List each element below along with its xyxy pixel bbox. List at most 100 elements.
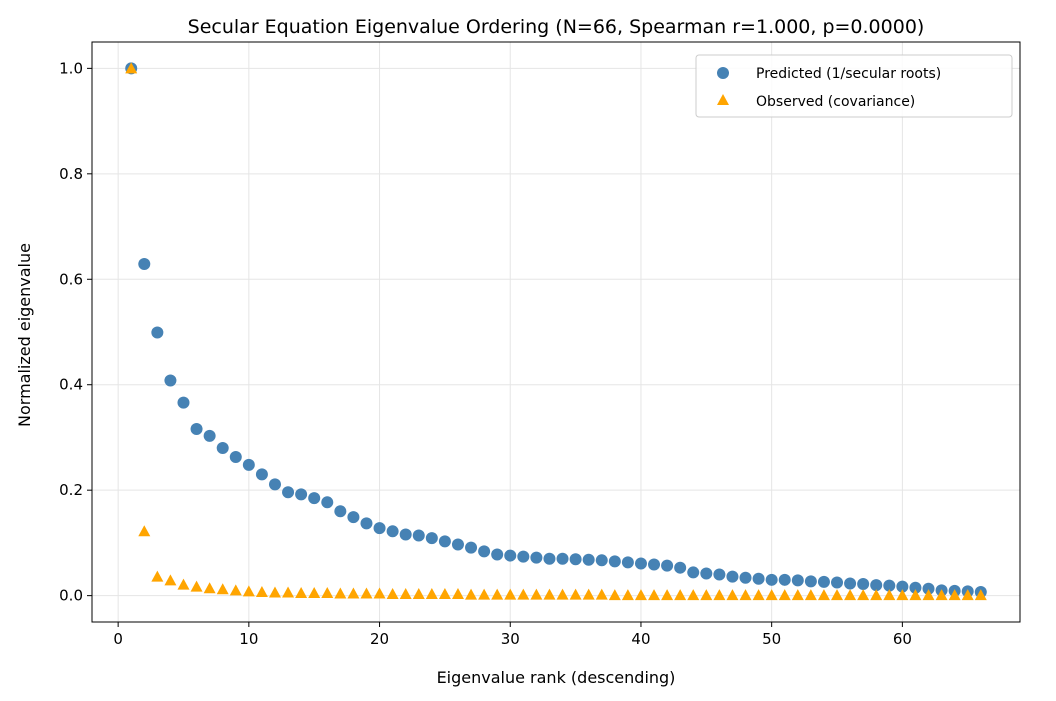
x-tick-label: 0 <box>113 630 123 648</box>
observed-point <box>530 588 543 600</box>
predicted-point <box>451 538 464 551</box>
predicted-point <box>373 522 386 535</box>
predicted-point <box>844 577 857 590</box>
observed-point <box>648 589 661 601</box>
predicted-point <box>804 575 817 588</box>
observed-point <box>765 589 778 601</box>
observed-point <box>268 586 281 598</box>
predicted-point <box>817 575 830 588</box>
predicted-point <box>151 326 164 339</box>
predicted-point <box>268 478 281 491</box>
observed-point <box>295 587 308 598</box>
observed-point <box>543 588 556 600</box>
predicted-point <box>399 528 412 541</box>
predicted-point <box>831 576 844 589</box>
predicted-point <box>739 571 752 584</box>
predicted-point <box>465 541 478 554</box>
predicted-point <box>726 570 739 583</box>
predicted-point <box>543 552 556 565</box>
y-tick-label: 0.8 <box>59 165 83 183</box>
predicted-point <box>582 553 595 566</box>
observed-point <box>347 587 360 599</box>
y-tick-label: 1.0 <box>59 59 83 77</box>
predicted-point <box>621 556 634 569</box>
observed-point <box>465 588 478 600</box>
observed-point <box>334 587 347 599</box>
observed-point <box>360 587 373 599</box>
x-tick-label: 60 <box>893 630 912 648</box>
x-tick-label: 40 <box>631 630 650 648</box>
observed-point <box>321 587 334 598</box>
observed-point <box>700 589 713 601</box>
predicted-point <box>203 429 216 442</box>
observed-point <box>961 589 974 601</box>
grid <box>92 42 1020 622</box>
predicted-point <box>190 423 203 436</box>
observed-point <box>804 589 817 601</box>
observed-point <box>595 588 608 600</box>
observed-point <box>831 589 844 601</box>
observed-point <box>883 589 896 601</box>
observed-point <box>190 580 203 592</box>
observed-point <box>608 589 621 601</box>
predicted-point <box>791 574 804 587</box>
predicted-point <box>674 561 687 574</box>
predicted-point <box>687 566 700 579</box>
predicted-point <box>530 551 543 564</box>
observed-point <box>739 589 752 601</box>
predicted-point <box>634 557 647 570</box>
observed-point <box>726 589 739 601</box>
predicted-point <box>360 517 373 530</box>
predicted-point <box>491 548 504 561</box>
observed-point <box>922 589 935 601</box>
predicted-point <box>661 559 674 572</box>
observed-point <box>687 589 700 601</box>
x-tick-label: 10 <box>239 630 258 648</box>
legend: Predicted (1/secular roots) Observed (co… <box>695 54 1013 118</box>
predicted-point <box>334 505 347 518</box>
observed-point <box>151 570 164 582</box>
observed-point <box>242 585 255 597</box>
legend-box <box>695 54 1013 118</box>
observed-point <box>778 589 791 601</box>
observed-point <box>451 588 464 600</box>
observed-point <box>504 588 517 600</box>
predicted-point <box>713 568 726 581</box>
predicted-point <box>648 558 661 571</box>
predicted-point <box>295 488 308 501</box>
x-tick-label: 20 <box>370 630 389 648</box>
observed-point <box>491 588 504 600</box>
predicted-point <box>164 374 177 387</box>
observed-point <box>857 589 870 601</box>
observed-point <box>948 589 961 601</box>
predicted-point <box>321 496 334 509</box>
observed-point <box>399 588 412 600</box>
observed-point <box>308 587 321 598</box>
predicted-point <box>177 396 190 409</box>
observed-point <box>674 589 687 601</box>
observed-point <box>817 589 830 601</box>
observed-point <box>870 589 883 601</box>
predicted-point <box>765 573 778 586</box>
predicted-point <box>438 535 451 548</box>
observed-point <box>844 589 857 601</box>
data-points <box>125 62 987 601</box>
observed-point <box>282 586 295 598</box>
legend-label-observed: Observed (covariance) <box>756 94 915 110</box>
predicted-point <box>883 579 896 592</box>
observed-point <box>386 588 399 600</box>
predicted-point <box>138 257 151 270</box>
observed-point <box>556 588 569 600</box>
observed-point <box>569 588 582 600</box>
observed-point <box>125 62 138 74</box>
predicted-point <box>870 579 883 592</box>
plot-frame <box>91 41 1021 623</box>
observed-point <box>517 588 530 600</box>
predicted-point <box>700 567 713 580</box>
x-axis-label: Eigenvalue rank (descending) <box>437 668 676 687</box>
observed-point <box>974 589 987 601</box>
x-tick-label: 30 <box>501 630 520 648</box>
observed-point <box>478 588 491 600</box>
